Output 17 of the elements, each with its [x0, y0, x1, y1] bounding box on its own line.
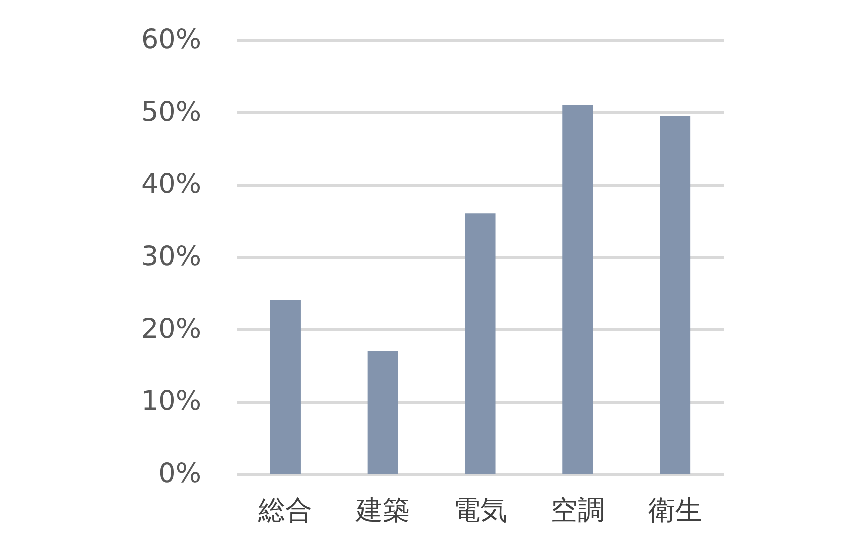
y-tick-label: 20% — [141, 314, 202, 345]
x-tick-label: 衛生 — [648, 496, 702, 526]
x-tick-label: 空調 — [550, 496, 605, 526]
bar — [465, 214, 496, 474]
y-tick-label: 50% — [141, 96, 202, 128]
bar — [270, 300, 301, 474]
x-tick-label: 建築 — [355, 496, 410, 526]
bar — [368, 351, 398, 474]
y-tick-label: 60% — [141, 24, 202, 56]
x-tick-label: 電気 — [454, 496, 508, 526]
bar — [562, 105, 594, 474]
y-tick-label: 0% — [158, 458, 202, 490]
y-tick-label: 40% — [141, 169, 202, 200]
y-tick-label: 30% — [141, 242, 202, 272]
y-tick-label: 10% — [141, 386, 202, 418]
bar — [660, 116, 691, 474]
x-tick-label: 総合 — [258, 496, 313, 526]
